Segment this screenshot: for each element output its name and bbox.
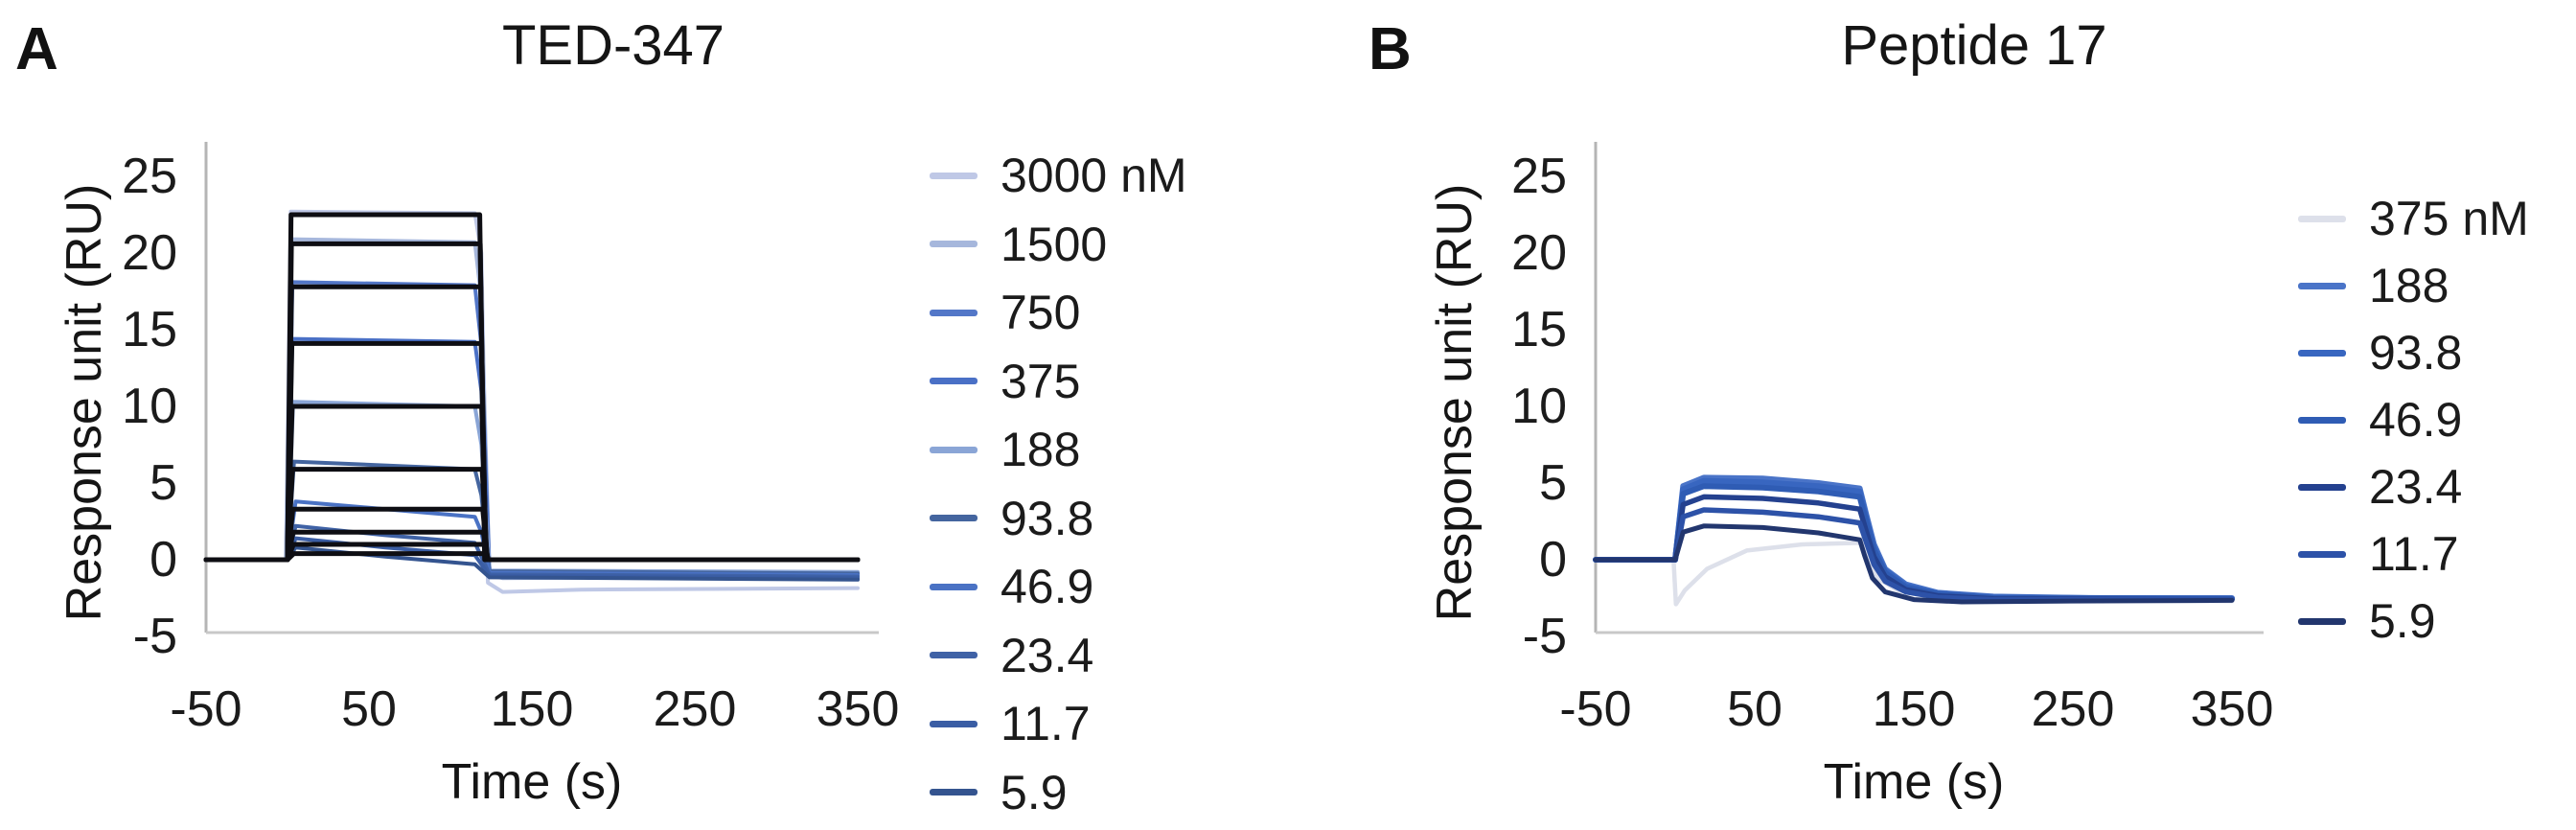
y-tick-label: 20 (122, 225, 177, 281)
legend-item: 3000 nM (930, 148, 1187, 203)
fit-curve-fit 750 (203, 284, 861, 563)
legend-swatch (2298, 349, 2346, 357)
legend-swatch (930, 515, 978, 521)
x-tick-label: 50 (1727, 681, 1782, 737)
y-tick-label: 5 (150, 455, 177, 511)
legend-swatch (930, 241, 978, 247)
legend-label: 23.4 (1000, 628, 1094, 682)
legend-item: 375 (930, 354, 1080, 409)
legend-label: 188 (2369, 259, 2450, 312)
legend-swatch (930, 720, 978, 727)
legend-label: 375 (1000, 354, 1081, 408)
y-tick-label: 25 (1511, 149, 1567, 204)
legend-label: 23.4 (2369, 460, 2463, 514)
y-tick-label: 15 (122, 302, 177, 357)
legend-label: 375 nM (2369, 192, 2529, 245)
y-tick-label: 10 (1511, 379, 1567, 434)
y-tick-label: 10 (122, 379, 177, 434)
panel-b-title: Peptide 17 (1841, 14, 2107, 77)
legend-swatch (2298, 550, 2346, 558)
panel-b-letter: B (1368, 16, 1412, 82)
x-tick-label: 150 (490, 681, 574, 737)
y-tick-label: 15 (1511, 302, 1567, 357)
legend-item: 1500 (930, 217, 1107, 272)
legend-label: 3000 nM (1000, 149, 1187, 202)
x-tick-label: 150 (1872, 681, 1956, 737)
legend-label: 93.8 (2369, 326, 2463, 380)
legend-swatch (2298, 416, 2346, 424)
legend-swatch (2298, 617, 2346, 625)
y-tick-label: 20 (1511, 225, 1567, 281)
legend-item: 93.8 (2298, 325, 2462, 380)
fit-curve-fit 5.9 (203, 551, 861, 563)
legend-swatch (2298, 282, 2346, 289)
sensorgram-curve-188 (1593, 474, 2235, 601)
legend-item: 188 (2298, 258, 2449, 313)
legend-swatch (930, 446, 978, 453)
fit-curve-fit 188 (203, 403, 861, 563)
sensorgram-curve-93.8 (204, 459, 860, 576)
legend-item: 750 (930, 285, 1080, 340)
x-tick-label: 250 (653, 681, 737, 737)
legend-item: 93.8 (930, 491, 1093, 546)
legend-label: 5.9 (2369, 594, 2436, 648)
legend-item: 11.7 (2298, 526, 2459, 582)
legend-label: 188 (1000, 423, 1081, 476)
legend-swatch (930, 378, 978, 384)
legend-item: 23.4 (2298, 459, 2462, 515)
x-tick-label: -50 (1559, 681, 1632, 737)
x-tick-label: 350 (816, 681, 900, 737)
panel-a-title: TED-347 (501, 14, 725, 77)
legend-label: 11.7 (1000, 697, 1091, 750)
legend-swatch (2298, 215, 2346, 222)
legend-label: 46.9 (2369, 393, 2463, 447)
legend-label: 11.7 (2369, 527, 2459, 581)
y-tick-label: -5 (132, 609, 177, 664)
panel-a-letter: A (15, 16, 58, 82)
panel-a-x-axis-label: Time (s) (441, 754, 623, 810)
legend-item: 46.9 (2298, 392, 2462, 448)
legend-swatch (930, 309, 978, 316)
legend-label: 46.9 (1000, 560, 1094, 613)
y-tick-label: 25 (122, 149, 177, 204)
legend-label: 1500 (1000, 217, 1108, 271)
legend-item: 375 nM (2298, 191, 2529, 246)
sensorgram-curve-11.7 (1593, 507, 2235, 603)
legend-swatch (930, 789, 978, 795)
legend-label: 750 (1000, 286, 1081, 339)
y-tick-label: 0 (150, 532, 177, 588)
sensorgram-curve-93.8 (1593, 477, 2235, 602)
x-tick-label: 350 (2190, 681, 2274, 737)
legend-item: 188 (930, 422, 1080, 477)
y-tick-label: 0 (1539, 532, 1567, 588)
panel-b-x-axis-label: Time (s) (1823, 754, 2005, 810)
y-tick-label: -5 (1522, 609, 1567, 664)
legend-swatch (930, 172, 978, 179)
x-tick-label: 250 (2031, 681, 2115, 737)
legend-label: 93.8 (1000, 491, 1094, 545)
legend-label: 5.9 (1000, 765, 1068, 819)
legend-item: 11.7 (930, 696, 1091, 751)
x-tick-label: -50 (170, 681, 242, 737)
legend-item: 5.9 (930, 765, 1068, 820)
legend-item: 46.9 (930, 559, 1093, 614)
legend-item: 5.9 (2298, 593, 2436, 649)
legend-swatch (930, 652, 978, 658)
y-tick-label: 5 (1539, 455, 1567, 511)
legend-swatch (2298, 483, 2346, 491)
legend-swatch (930, 583, 978, 590)
x-tick-label: 50 (341, 681, 397, 737)
sensorgram-curve-5.9 (1593, 523, 2235, 605)
legend-item: 23.4 (930, 628, 1093, 683)
